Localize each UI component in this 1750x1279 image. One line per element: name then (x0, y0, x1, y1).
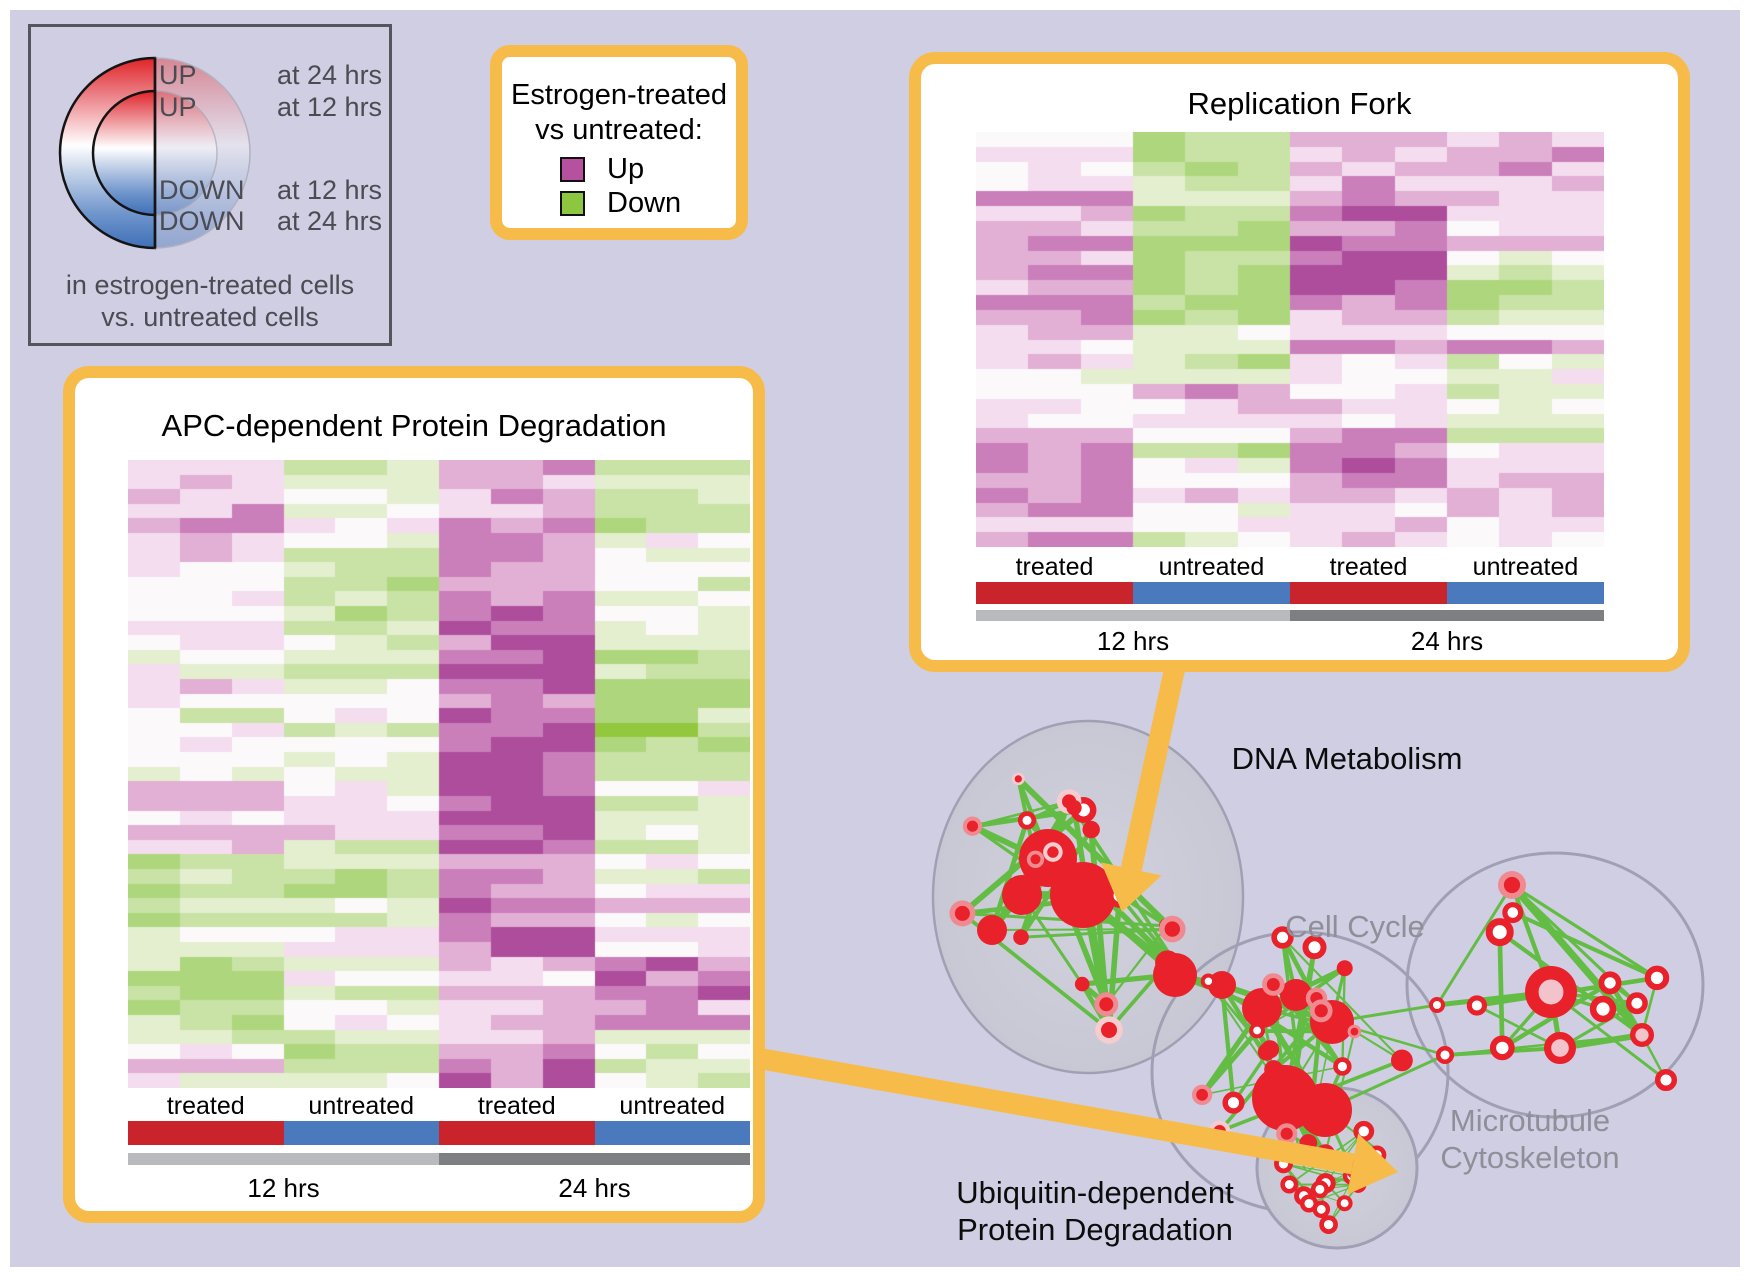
treated-bar-segment (128, 1121, 284, 1145)
updown-title-line1: Estrogen-treated (510, 79, 727, 111)
updown-title-line2: vs untreated: (535, 114, 703, 146)
scale-footer-line2: vs. untreated cells (101, 302, 319, 332)
down-swatch (560, 191, 585, 216)
replication-panel-title: Replication Fork (1187, 86, 1412, 121)
untreated-bar-segment (1133, 582, 1290, 604)
untreated-bar-segment (1447, 582, 1604, 604)
scale-row-down-12: DOWN at 12 hrs (159, 175, 383, 205)
color-scale-legend: UP at 24 hrs UP at 12 hrs DOWN at 12 hrs DO… (28, 24, 392, 346)
up-swatch (560, 157, 585, 182)
time12-bar-segment (128, 1153, 439, 1165)
apc-time-bar (128, 1153, 750, 1165)
time24-bar-segment (1290, 610, 1604, 621)
time12-bar-segment (976, 610, 1290, 621)
cluster-label-ubiquitin: Ubiquitin-dependent Protein Degradation (925, 1174, 1265, 1248)
treated-bar-segment (439, 1121, 595, 1145)
microtubule-line2: Cytoskeleton (1440, 1140, 1620, 1175)
replication-time-bar (976, 610, 1604, 621)
replication-group-labels: treated untreated treated untreated (1015, 553, 1579, 581)
replication-fork-panel: Replication Fork treated untreated treat… (909, 52, 1690, 672)
scale-row-up-24: UP at 24 hrs (159, 60, 383, 90)
untreated-bar-segment (594, 1121, 750, 1145)
ubiquitin-line1: Ubiquitin-dependent (956, 1175, 1234, 1210)
apc-time-labels: 12 hrs 24 hrs (247, 1173, 631, 1203)
scale-row-down-24: DOWN at 24 hrs (159, 206, 383, 236)
treated-bar-segment (1290, 582, 1447, 604)
replication-time-labels: 12 hrs 24 hrs (1096, 626, 1484, 656)
untreated-bar-segment (283, 1121, 439, 1145)
replication-treatment-bar (976, 582, 1604, 604)
up-label: Up (607, 153, 645, 185)
apc-heatmap (128, 460, 750, 1088)
cluster-label-microtubule: Microtubule Cytoskeleton (1380, 1102, 1680, 1176)
time24-bar-segment (439, 1153, 750, 1165)
scale-row-up-12: UP at 12 hrs (159, 92, 383, 122)
apc-treatment-bar (128, 1121, 750, 1145)
scale-footer-line1: in estrogen-treated cells (65, 270, 355, 300)
treated-bar-segment (976, 582, 1133, 604)
apc-panel-title: APC-dependent Protein Degradation (161, 408, 667, 443)
updown-legend: Estrogen-treated vs untreated: Up Down (490, 45, 748, 240)
down-label: Down (607, 187, 682, 219)
apc-panel: APC-dependent Protein Degradation treate… (63, 366, 765, 1223)
cluster-label-dna-metabolism: DNA Metabolism (1231, 741, 1463, 776)
apc-group-labels: treated untreated treated untreated (166, 1092, 726, 1120)
replication-heatmap (976, 132, 1604, 547)
ubiquitin-line2: Protein Degradation (957, 1212, 1233, 1247)
microtubule-line1: Microtubule (1449, 1103, 1611, 1138)
updown-circle-icon (58, 56, 251, 250)
cluster-label-cell-cycle: Cell Cycle (1285, 909, 1425, 944)
